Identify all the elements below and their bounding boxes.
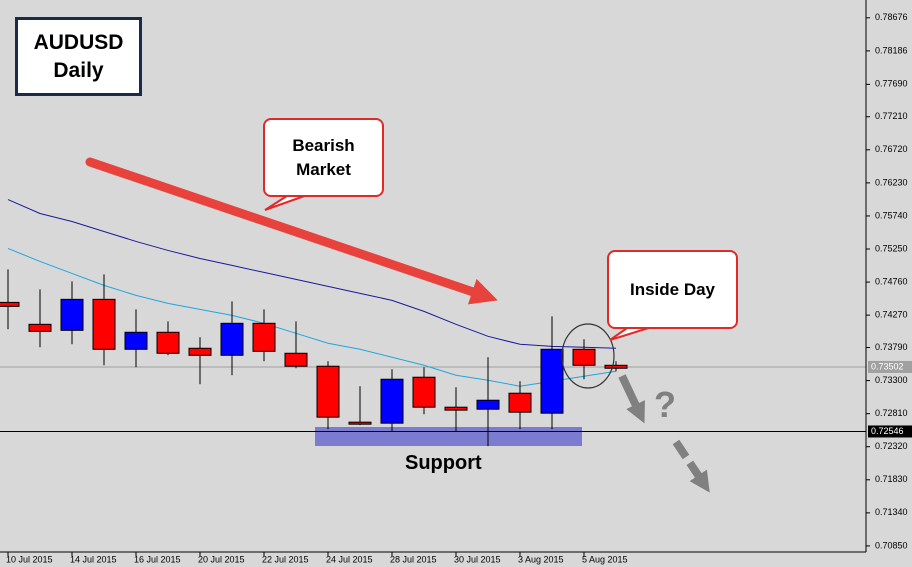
annotation: Support <box>405 452 482 474</box>
candle-body <box>60 298 84 331</box>
candle-body <box>124 331 148 350</box>
y-tick-label: 0.73790 <box>875 342 908 352</box>
candle-body <box>380 378 404 424</box>
moving-average <box>7 199 617 349</box>
candle-body <box>156 331 180 354</box>
down-arrow <box>618 374 645 424</box>
candle-body <box>444 406 468 411</box>
x-tick-label: 28 Jul 2015 <box>390 554 437 564</box>
x-tick-label: 24 Jul 2015 <box>326 554 373 564</box>
x-tick-label: 16 Jul 2015 <box>134 554 181 564</box>
candle-body <box>508 392 532 413</box>
y-tick-label: 0.70850 <box>875 540 908 550</box>
y-tick-label: 0.77210 <box>875 111 908 121</box>
x-tick-label: 14 Jul 2015 <box>70 554 117 564</box>
candle-body <box>572 348 596 366</box>
price-label-box <box>868 425 912 438</box>
y-tick-label: 0.78186 <box>875 45 908 55</box>
price-label: 0.72546 <box>871 426 904 436</box>
candle-body <box>188 347 212 356</box>
plot-area <box>0 199 866 447</box>
support-zone <box>315 427 582 446</box>
callout: Bearish Market <box>263 118 384 197</box>
inside-day-circle <box>561 323 615 389</box>
candle-body <box>348 421 372 425</box>
title-box: AUDUSD Daily <box>15 17 142 96</box>
candle-body <box>412 376 436 408</box>
y-tick-label: 0.74270 <box>875 310 908 320</box>
y-tick-label: 0.72810 <box>875 408 908 418</box>
candle-body <box>316 365 340 418</box>
annotation: ? <box>654 384 676 425</box>
candle-body <box>604 364 628 369</box>
y-tick-label: 0.76720 <box>875 144 908 154</box>
x-tick-label: 5 Aug 2015 <box>582 554 628 564</box>
y-tick-label: 0.73300 <box>875 375 908 385</box>
candle-body <box>284 352 308 367</box>
y-tick-label: 0.76230 <box>875 177 908 187</box>
y-tick-label: 0.71830 <box>875 474 908 484</box>
y-tick-label: 0.77690 <box>875 79 908 89</box>
x-tick-label: 22 Jul 2015 <box>262 554 309 564</box>
bearish-arrow <box>85 157 498 305</box>
x-tick-label: 10 Jul 2015 <box>6 554 53 564</box>
moving-average <box>7 248 617 387</box>
y-tick-label: 0.72320 <box>875 441 908 451</box>
chart-title: AUDUSD <box>33 30 124 54</box>
candle-body <box>476 399 500 410</box>
candle-body <box>252 322 276 352</box>
y-tick-label: 0.78676 <box>875 12 908 22</box>
y-tick-label: 0.74760 <box>875 276 908 286</box>
price-label: 0.73502 <box>871 361 904 371</box>
candle-body <box>540 348 564 414</box>
annotation: Inside Day <box>629 279 716 299</box>
candle-body <box>28 323 52 332</box>
candle-body <box>220 322 244 356</box>
y-tick-label: 0.71340 <box>875 507 908 517</box>
callout: Inside Day <box>607 250 738 329</box>
candle-body <box>92 298 116 350</box>
down-arrow <box>672 439 710 493</box>
price-label-box <box>868 360 912 373</box>
x-tick-label: 30 Jul 2015 <box>454 554 501 564</box>
y-tick-label: 0.75740 <box>875 210 908 220</box>
chart-subtitle: Daily <box>53 58 104 82</box>
x-tick-label: 3 Aug 2015 <box>518 554 564 564</box>
y-tick-label: 0.75250 <box>875 243 908 253</box>
x-tick-label: 20 Jul 2015 <box>198 554 245 564</box>
candle-body <box>0 301 20 307</box>
annotation: Bearish Market <box>292 135 355 179</box>
